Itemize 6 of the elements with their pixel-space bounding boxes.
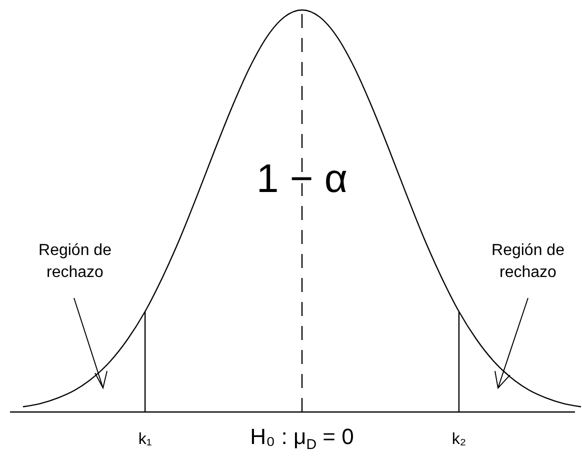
x-tick-label: H₀ : μ$_{D}$ = 0 [250,424,354,453]
x-tick-label: k₂ [452,431,466,448]
annotation: 1 − α [256,157,348,201]
annotation: Región de rechazo [492,242,565,281]
annotation: Región de rechazo [38,242,112,281]
x-tick-label: k₁ [138,431,152,448]
